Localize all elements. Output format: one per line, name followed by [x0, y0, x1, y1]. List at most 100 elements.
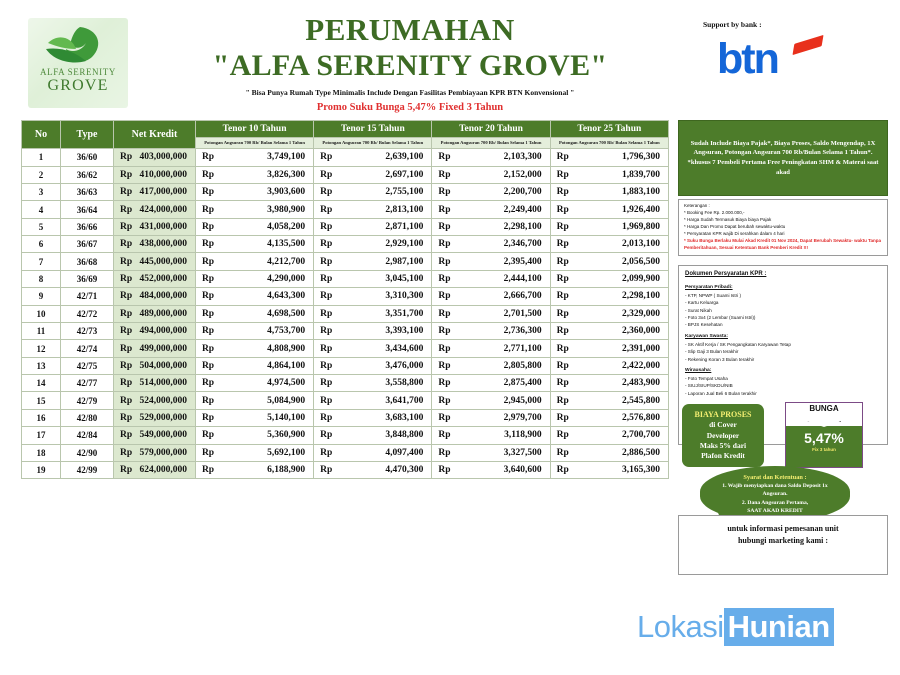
cell-tenor10-currency: Rp [194, 252, 230, 271]
cell-tenor10-value: 4,864,100 [229, 356, 315, 376]
cell-tenor15-currency: Rp [313, 426, 348, 445]
cell-tenor15-currency: Rp [313, 304, 348, 323]
cell-type: 42/71 [60, 287, 114, 306]
cell-tenor15-currency: Rp [313, 235, 348, 254]
cell-tenor10-currency: Rp [194, 426, 230, 445]
dokumen-group3-title: Wirausaha: [685, 368, 712, 374]
cell-no: 19 [21, 460, 61, 480]
list-item: - Slip Gaji 3 Bulan terakhir [685, 349, 739, 355]
cell-no: 14 [21, 374, 61, 393]
table-subheader-row: Potongan Angsuran 700 Rb/ Bulan Selama 1… [22, 136, 670, 150]
cell-tenor10-value: 3,903,600 [229, 182, 315, 202]
cell-tenor10-value: 6,188,900 [229, 460, 315, 480]
cell-tenor10-value: 4,058,200 [229, 217, 315, 237]
cell-tenor20-value: 2,771,100 [465, 339, 551, 358]
cell-no: 5 [21, 217, 61, 237]
cell-tenor20-value: 2,200,700 [465, 182, 551, 202]
cell-type: 36/64 [60, 200, 114, 219]
table-row: 19 42/99 Rp 624,000,000 Rp 6,188,900 Rp 4,470,3… [21, 460, 669, 480]
cell-net-value: 624,000,000 [133, 460, 196, 480]
pricing-table: No Type Net Kredit Tenor 10 Tahun Tenor … [21, 119, 670, 480]
dokumen-group1-items: - KTP, NPWP ( Suami Istri ) - Kartu Kelua… [685, 292, 881, 329]
cell-tenor20-value: 2,249,400 [465, 200, 551, 219]
cell-tenor20-value: 2,945,000 [465, 391, 551, 410]
cell-tenor20-currency: Rp [431, 321, 466, 341]
cell-tenor25-currency: Rp [549, 374, 584, 393]
cell-tenor10-currency: Rp [194, 182, 230, 202]
cell-net-currency: Rp [112, 182, 134, 202]
cell-tenor15-value: 2,813,100 [347, 200, 433, 219]
cell-type: 42/75 [60, 356, 114, 376]
dokumen-group2-title: Karyawan Swasta: [685, 333, 728, 339]
cell-net-currency: Rp [112, 217, 134, 237]
logo-text-line2: GROVE [47, 77, 109, 94]
list-item: - Laporan Jual Beli 6 Bulan terakhir [685, 390, 757, 396]
cell-net-currency: Rp [112, 321, 134, 341]
cell-tenor20-value: 2,103,300 [465, 148, 551, 167]
cell-tenor15-currency: Rp [313, 339, 348, 358]
cell-tenor10-value: 3,980,900 [229, 200, 315, 219]
cell-net-value: 524,000,000 [133, 391, 196, 410]
dokumen-group3-items: - Foto Tempat Usaha - SIUJ/SIUP/SKDU/NIB -… [685, 375, 881, 397]
cell-net-value: 438,000,000 [133, 235, 196, 254]
cell-tenor20-currency: Rp [431, 287, 466, 306]
cell-tenor25-currency: Rp [549, 269, 584, 289]
cell-type: 36/66 [60, 217, 114, 237]
cell-net-currency: Rp [112, 356, 134, 376]
keterangan-items: * Booking Fee Rp. 2.000.000,- * Harga Sud… [684, 210, 882, 238]
cell-tenor15-currency: Rp [313, 165, 348, 184]
cell-tenor10-value: 4,643,300 [229, 287, 315, 306]
cell-no: 2 [21, 165, 61, 184]
cell-tenor25-currency: Rp [549, 165, 584, 184]
table-row: 4 36/64 Rp 424,000,000 Rp 3,980,900 Rp 2,813,10… [21, 200, 669, 219]
cell-tenor20-value: 2,152,000 [465, 165, 551, 184]
col-no: No [21, 119, 61, 150]
col-net-kredit: Net Kredit [113, 119, 196, 150]
cell-net-value: 403,000,000 [133, 148, 196, 167]
cell-tenor15-value: 2,639,100 [347, 148, 433, 167]
cell-no: 3 [21, 182, 61, 202]
cell-tenor25-value: 2,545,800 [583, 391, 669, 410]
list-item: * Booking Fee Rp. 2.000.000,- [684, 209, 745, 215]
cell-type: 42/73 [60, 321, 114, 341]
cell-tenor20-value: 3,640,600 [465, 460, 551, 480]
syarat-title: Syarat dan Ketentuan : [743, 473, 807, 481]
cell-tenor20-value: 2,444,100 [465, 269, 551, 289]
cell-tenor15-currency: Rp [313, 443, 348, 462]
cell-net-value: 424,000,000 [133, 200, 196, 219]
cell-tenor15-value: 3,045,100 [347, 269, 433, 289]
cell-tenor10-currency: Rp [194, 374, 230, 393]
table-row: 6 36/67 Rp 438,000,000 Rp 4,135,500 Rp 2,929,10… [21, 235, 669, 254]
biaya-proses-line3: Developer [706, 430, 740, 440]
cell-net-value: 431,000,000 [133, 217, 196, 237]
subheader-tenor-25: Potongan Angsuran 700 Rb/ Bulan Selama 1… [549, 136, 670, 150]
contact-panel: untuk informasi pemesanan unit hubungi m… [678, 515, 888, 575]
cell-net-value: 579,000,000 [133, 443, 196, 462]
cell-tenor10-currency: Rp [194, 321, 230, 341]
lokasihunian-watermark: Lokasi Hunian [637, 608, 834, 646]
cell-tenor15-currency: Rp [313, 269, 348, 289]
cell-net-value: 494,000,000 [133, 321, 196, 341]
subheader-tenor-10: Potongan Angsuran 700 Rb/ Bulan Selama 1… [194, 136, 315, 150]
bank-support-block: Support by bank : btn [675, 20, 890, 82]
cell-tenor20-currency: Rp [431, 200, 466, 219]
cell-tenor25-currency: Rp [549, 408, 584, 428]
bunga-spesial-badge: BUNGA SPESIAL 5,47% Fix 3 tahun [785, 402, 863, 468]
cell-tenor15-value: 3,558,800 [347, 374, 433, 393]
cell-net-value: 504,000,000 [133, 356, 196, 376]
table-row: 8 36/69 Rp 452,000,000 Rp 4,290,000 Rp 3,045,10… [21, 269, 669, 289]
cell-tenor10-currency: Rp [194, 356, 230, 376]
cell-net-currency: Rp [112, 148, 134, 167]
cell-tenor15-currency: Rp [313, 356, 348, 376]
cell-tenor15-currency: Rp [313, 374, 348, 393]
cell-tenor10-currency: Rp [194, 235, 230, 254]
cell-net-value: 549,000,000 [133, 426, 196, 445]
cell-tenor10-currency: Rp [194, 287, 230, 306]
cell-tenor25-currency: Rp [549, 252, 584, 271]
col-tenor-10: Tenor 10 Tahun [194, 120, 315, 138]
logo-text-line1: ALFA SERENITY [40, 67, 116, 77]
cell-net-currency: Rp [112, 200, 134, 219]
cell-tenor25-value: 2,576,800 [583, 408, 669, 428]
cell-no: 4 [21, 200, 61, 219]
table-row: 18 42/90 Rp 579,000,000 Rp 5,692,100 Rp 4,097,4… [21, 443, 669, 462]
